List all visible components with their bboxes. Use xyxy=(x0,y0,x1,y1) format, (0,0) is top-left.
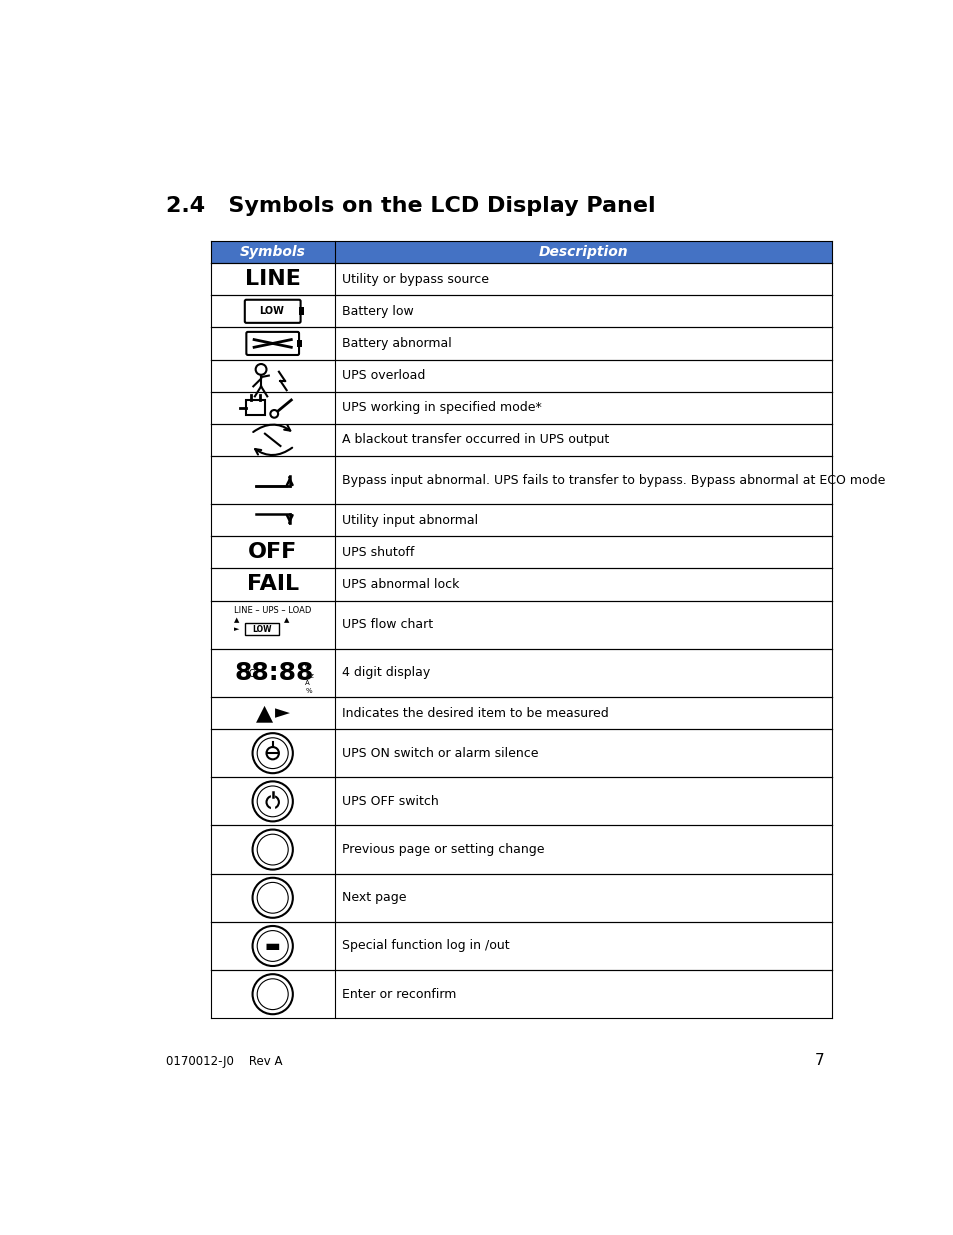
Text: LOW: LOW xyxy=(252,625,272,634)
Bar xyxy=(211,697,831,729)
Text: LOW: LOW xyxy=(258,306,283,316)
Bar xyxy=(211,600,831,648)
Text: 7: 7 xyxy=(814,1053,823,1068)
Text: ▲: ▲ xyxy=(284,618,289,622)
Text: ►: ► xyxy=(234,626,239,632)
Text: LINE: LINE xyxy=(245,269,300,289)
Bar xyxy=(211,729,831,777)
Bar xyxy=(211,391,831,424)
Text: ►: ► xyxy=(274,704,289,722)
Text: Enter or reconfirm: Enter or reconfirm xyxy=(342,988,456,1000)
Bar xyxy=(246,400,265,415)
Text: Description: Description xyxy=(538,245,628,259)
Text: UPS shutoff: UPS shutoff xyxy=(342,546,415,558)
Bar xyxy=(211,536,831,568)
Circle shape xyxy=(253,974,293,1014)
Bar xyxy=(211,456,831,504)
Text: Utility or bypass source: Utility or bypass source xyxy=(342,273,489,285)
Text: Battery low: Battery low xyxy=(342,305,414,317)
Text: Previous page or setting change: Previous page or setting change xyxy=(342,844,544,856)
Bar xyxy=(297,340,302,347)
Bar xyxy=(211,921,831,971)
Bar xyxy=(211,424,831,456)
Text: OFF: OFF xyxy=(248,542,297,562)
Text: Indicates the desired item to be measured: Indicates the desired item to be measure… xyxy=(342,706,609,720)
Text: °C: °C xyxy=(244,669,255,679)
Text: Special function log in /out: Special function log in /out xyxy=(342,940,510,952)
Circle shape xyxy=(253,782,293,821)
Text: ▲: ▲ xyxy=(256,703,274,722)
Circle shape xyxy=(257,979,288,1009)
Bar xyxy=(211,241,831,263)
Text: 88:88: 88:88 xyxy=(234,661,314,685)
Circle shape xyxy=(255,364,266,374)
Circle shape xyxy=(253,926,293,966)
FancyBboxPatch shape xyxy=(245,300,300,322)
Bar xyxy=(211,263,831,295)
Circle shape xyxy=(257,834,288,864)
Bar xyxy=(211,504,831,536)
Text: Utility input abnormal: Utility input abnormal xyxy=(342,514,478,526)
Text: V
Hz
A
%: V Hz A % xyxy=(305,666,314,694)
FancyBboxPatch shape xyxy=(246,332,298,354)
Text: Symbols: Symbols xyxy=(239,245,305,259)
Text: Next page: Next page xyxy=(342,892,407,904)
Bar xyxy=(211,359,831,391)
Bar xyxy=(245,624,278,636)
Bar xyxy=(211,777,831,825)
Bar xyxy=(211,295,831,327)
Text: 0170012-J0    Rev A: 0170012-J0 Rev A xyxy=(166,1056,282,1068)
Bar xyxy=(211,648,831,697)
Text: UPS flow chart: UPS flow chart xyxy=(342,619,433,631)
Circle shape xyxy=(253,830,293,869)
Text: 2.4   Symbols on the LCD Display Panel: 2.4 Symbols on the LCD Display Panel xyxy=(166,196,655,216)
Bar xyxy=(211,825,831,873)
Text: A blackout transfer occurred in UPS output: A blackout transfer occurred in UPS outp… xyxy=(342,433,609,446)
Text: UPS working in specified mode*: UPS working in specified mode* xyxy=(342,401,541,414)
Bar xyxy=(211,971,831,1019)
Text: LINE – UPS – LOAD: LINE – UPS – LOAD xyxy=(233,606,311,615)
Text: FAIL: FAIL xyxy=(247,574,298,594)
Circle shape xyxy=(257,737,288,768)
Text: UPS overload: UPS overload xyxy=(342,369,425,382)
Bar xyxy=(211,568,831,600)
Text: UPS ON switch or alarm silence: UPS ON switch or alarm silence xyxy=(342,747,538,760)
Bar xyxy=(298,308,303,315)
Text: UPS abnormal lock: UPS abnormal lock xyxy=(342,578,459,592)
Text: Bypass input abnormal. UPS fails to transfer to bypass. Bypass abnormal at ECO m: Bypass input abnormal. UPS fails to tran… xyxy=(342,473,885,487)
Bar xyxy=(211,327,831,359)
Circle shape xyxy=(253,878,293,918)
Circle shape xyxy=(253,734,293,773)
Text: Battery abnormal: Battery abnormal xyxy=(342,337,452,350)
Text: ▲: ▲ xyxy=(234,618,239,622)
Circle shape xyxy=(257,785,288,816)
Circle shape xyxy=(257,931,288,961)
Text: UPS OFF switch: UPS OFF switch xyxy=(342,795,438,808)
Text: 4 digit display: 4 digit display xyxy=(342,667,430,679)
Text: ▬: ▬ xyxy=(265,937,280,955)
Circle shape xyxy=(270,410,278,417)
Circle shape xyxy=(257,882,288,913)
Bar xyxy=(211,873,831,921)
